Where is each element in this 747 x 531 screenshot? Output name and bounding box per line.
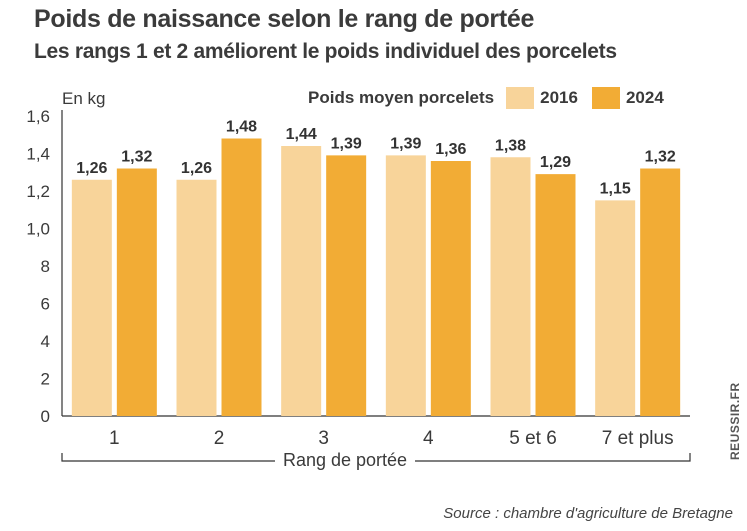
- bar-2024-1: [221, 138, 262, 416]
- y-tick-label: 1,6: [26, 107, 50, 126]
- x-tick-label: 2: [214, 428, 225, 449]
- legend-swatch-2016: [506, 87, 535, 109]
- y-tick-label: 1,2: [26, 182, 50, 201]
- chart-subtitle: Les rangs 1 et 2 améliorent le poids ind…: [34, 40, 617, 63]
- y-tick-label: 2: [41, 370, 50, 389]
- data-label: 1,44: [286, 126, 317, 143]
- x-tick-label: 3: [318, 428, 329, 449]
- bar-2016-4: [490, 157, 531, 416]
- bar-2016-1: [176, 179, 217, 416]
- y-tick-label: 6: [41, 295, 50, 314]
- y-tick-label: 8: [41, 257, 50, 276]
- bar-2024-2: [326, 155, 367, 416]
- bar-2016-0: [71, 179, 112, 416]
- x-axis-title-text: Rang de portée: [274, 450, 416, 470]
- x-tick-label: 4: [423, 428, 434, 449]
- y-tick-label: 1,0: [26, 220, 50, 239]
- data-label: 1,38: [495, 137, 526, 154]
- data-label: 1,36: [435, 141, 466, 158]
- data-label: 1,29: [540, 154, 571, 171]
- y-tick-label: 4: [41, 332, 50, 351]
- data-label: 1,39: [390, 135, 421, 152]
- legend-swatch-2024: [591, 87, 620, 109]
- bar-2016-5: [595, 200, 636, 416]
- data-label: 1,26: [76, 160, 107, 177]
- source-note: Source : chambre d'agriculture de Bretag…: [443, 505, 733, 522]
- x-tick-label: 7 et plus: [602, 428, 674, 449]
- bar-2024-4: [535, 174, 576, 416]
- data-label: 1,15: [600, 180, 631, 197]
- bar-2024-5: [640, 168, 681, 416]
- data-label: 1,32: [121, 149, 152, 166]
- x-axis-title: Rang de portée: [0, 450, 690, 471]
- data-label: 1,48: [226, 119, 257, 136]
- legend-title: Poids moyen porcelets: [308, 88, 495, 107]
- legend-label-2024: 2024: [625, 88, 664, 107]
- chart-title: Poids de naissance selon le rang de port…: [34, 5, 535, 33]
- x-tick-label: 1: [109, 428, 120, 449]
- data-label: 1,32: [645, 149, 676, 166]
- bar-2024-0: [116, 168, 157, 416]
- y-tick-label: 1,4: [26, 145, 50, 164]
- legend-label-2016: 2016: [540, 88, 578, 107]
- brand-watermark: REUSSIR.FR: [728, 382, 742, 460]
- bar-2024-3: [430, 161, 471, 416]
- bar-2016-2: [281, 146, 322, 416]
- y-tick-label: 0: [41, 407, 50, 426]
- x-tick-label: 5 et 6: [509, 428, 557, 449]
- data-label: 1,26: [181, 160, 212, 177]
- legend: Poids moyen porcelets 2016 2024: [308, 85, 678, 111]
- y-axis-label: En kg: [62, 89, 106, 108]
- bar-2016-3: [385, 155, 426, 416]
- data-label: 1,39: [331, 135, 362, 152]
